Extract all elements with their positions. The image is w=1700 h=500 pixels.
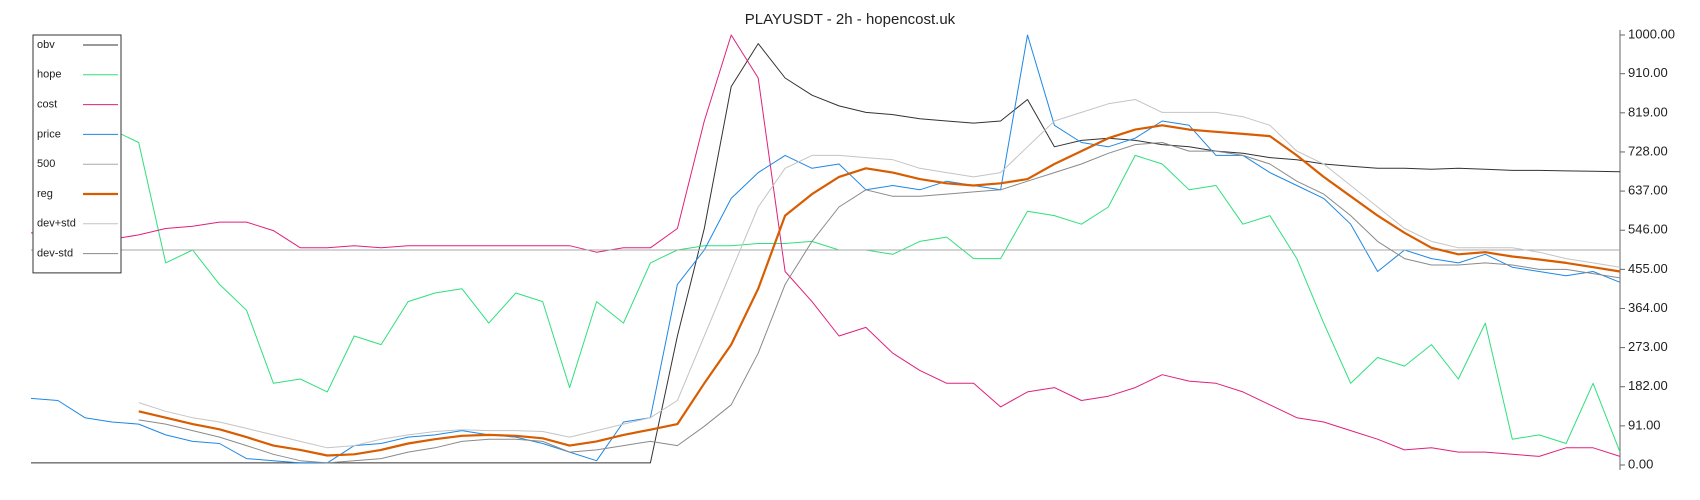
y-tick-label: 0.00 [1628, 456, 1653, 471]
legend-label: dev-std [37, 248, 73, 260]
series-line [138, 124, 1621, 457]
series-line [30, 34, 1621, 457]
legend-label: cost [37, 99, 57, 111]
y-tick-label: 364.00 [1628, 300, 1668, 315]
y-tick-label: 1000.00 [1628, 26, 1675, 41]
y-tick-label: 91.00 [1628, 417, 1661, 432]
legend-label: obv [37, 39, 55, 51]
legend: obv hope cost price 500 reg dev+std dev-std [32, 34, 122, 274]
legend-label: dev+std [37, 218, 76, 230]
y-tick-label: 819.00 [1628, 104, 1668, 119]
legend-label: 500 [37, 158, 55, 170]
series-line [30, 34, 1621, 464]
series-line [138, 142, 1621, 464]
y-tick-label: 182.00 [1628, 378, 1668, 393]
y-tick-label: 728.00 [1628, 143, 1668, 158]
series-line [31, 43, 1621, 464]
legend-label: price [37, 128, 61, 140]
series-line [111, 129, 1621, 453]
legend-label: hope [37, 69, 61, 81]
y-tick-label: 546.00 [1628, 222, 1668, 237]
chart-title: PLAYUSDT - 2h - hopencost.uk [745, 11, 956, 28]
legend-label: reg [37, 188, 53, 200]
y-tick-label: 637.00 [1628, 183, 1668, 198]
y-tick-label: 455.00 [1628, 261, 1668, 276]
series-line [138, 99, 1621, 449]
y-tick-label: 273.00 [1628, 339, 1668, 354]
y-tick-label: 910.00 [1628, 65, 1668, 80]
